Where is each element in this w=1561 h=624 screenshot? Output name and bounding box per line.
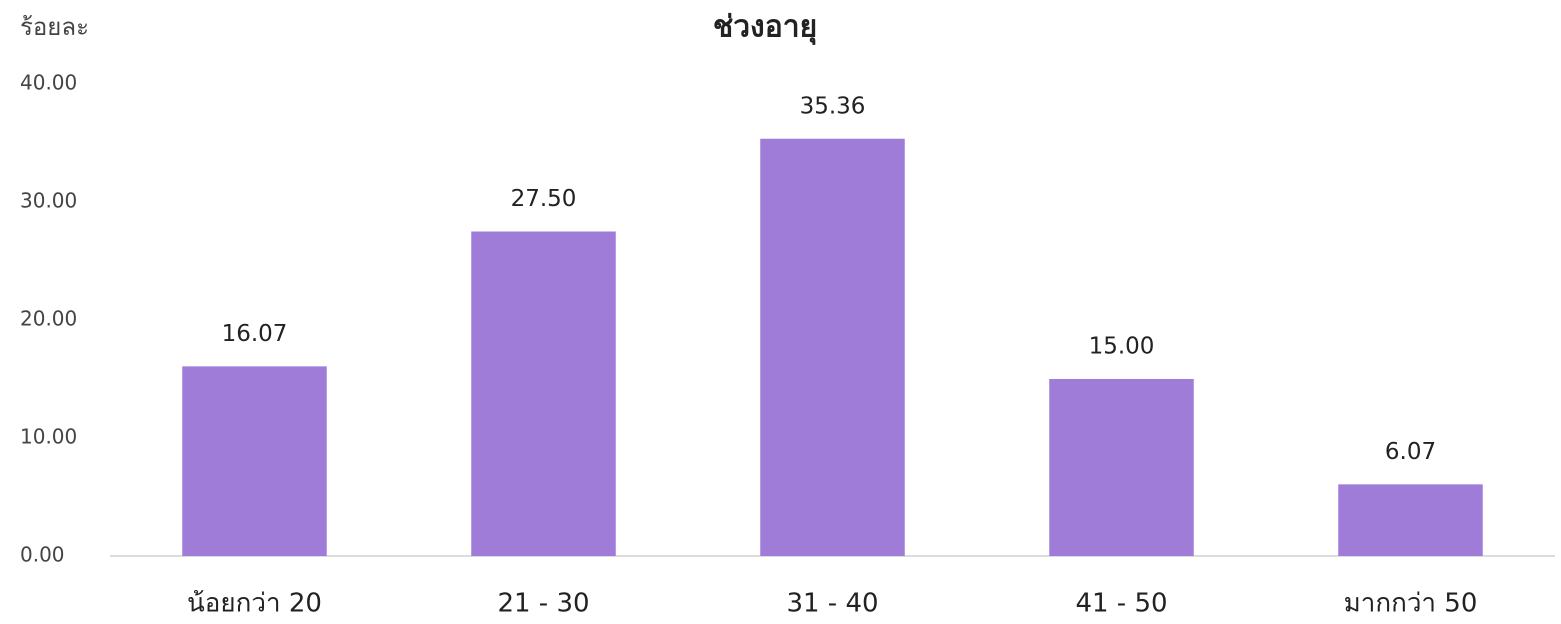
chart-title: ช่วงอายุ [713,10,817,46]
y-tick-label: 30.00 [20,189,77,213]
y-tick-label: 40.00 [20,71,77,95]
data-label: 27.50 [511,186,577,212]
bar [471,231,616,556]
x-tick-label: มากกว่า 50 [1344,589,1478,619]
y-tick-label: 10.00 [20,425,77,449]
x-tick-label: 41 - 50 [1075,589,1167,619]
x-tick-label: 31 - 40 [786,589,878,619]
data-label: 6.07 [1385,439,1436,465]
data-label: 16.07 [222,321,288,347]
y-tick-label: 0.00 [20,543,65,567]
data-label: 35.36 [800,93,866,119]
bar [1049,379,1194,556]
x-tick-label: 21 - 30 [497,589,589,619]
y-axis-label: ร้อยละ [20,13,89,41]
x-tick-label: น้อยกว่า 20 [187,589,322,619]
data-label: 15.00 [1089,334,1155,360]
bar [182,366,327,556]
bar [1338,484,1483,556]
y-tick-label: 20.00 [20,307,77,331]
bar [760,138,905,556]
